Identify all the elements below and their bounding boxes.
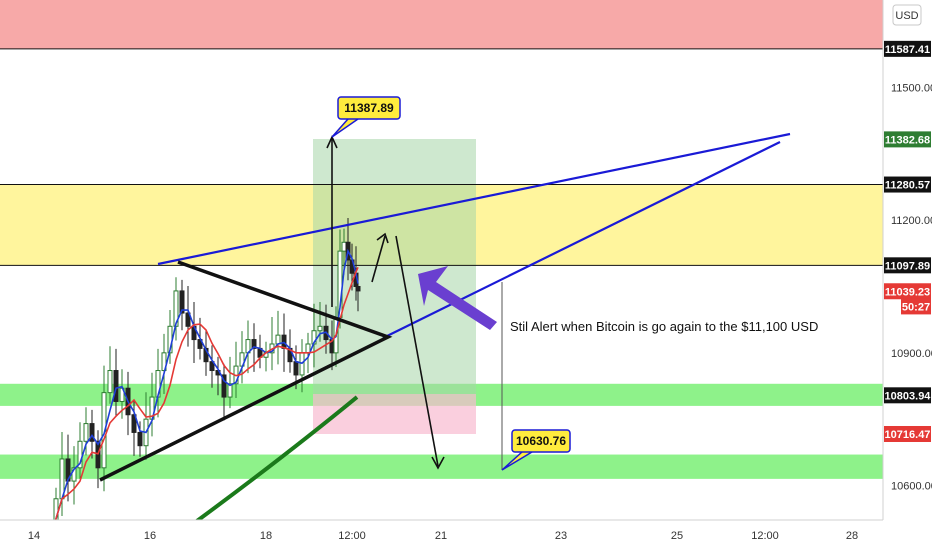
price-callout[interactable]: 10630.76 xyxy=(501,429,571,471)
candle-body[interactable] xyxy=(209,361,215,372)
price-tag[interactable]: 10803.94 xyxy=(884,387,932,404)
candle-body[interactable] xyxy=(101,392,107,469)
time-tick-label: 14 xyxy=(28,530,40,542)
price-tag-bg xyxy=(901,298,931,315)
callout-box xyxy=(337,96,401,120)
triangle-pattern[interactable] xyxy=(99,260,393,482)
price-callouts: 11387.89 10630.76 xyxy=(331,96,571,471)
candle-body[interactable] xyxy=(107,370,113,394)
pointer-arrow[interactable] xyxy=(418,266,497,330)
candle-body[interactable] xyxy=(137,431,143,447)
time-tick-label: 23 xyxy=(555,530,567,542)
alert-annotation: Stil Alert when Bitcoin is go again to t… xyxy=(510,319,818,334)
callout-pointer xyxy=(331,118,359,138)
ema-slow-line[interactable] xyxy=(49,266,359,539)
price-tag[interactable]: 11039.23 xyxy=(884,283,931,300)
price-tag-label: 10716.47 xyxy=(885,429,931,441)
price-tick-label: 10900.00 xyxy=(891,348,932,360)
candle-body[interactable] xyxy=(71,467,77,482)
candle-body[interactable] xyxy=(355,286,361,292)
price-tag-bg xyxy=(884,425,931,442)
time-tick-label: 25 xyxy=(671,530,683,542)
price-tick-label: 11200.00 xyxy=(891,215,932,227)
candle-body[interactable] xyxy=(293,361,299,376)
price-tag-label: 11097.89 xyxy=(885,260,930,272)
upper-trendline[interactable] xyxy=(157,132,791,266)
price-tick-label: 11500.00 xyxy=(891,83,932,95)
price-tag-bg xyxy=(884,387,931,404)
price-tags: 11587.41 11382.68 11280.57 11097.89 11039.23… xyxy=(884,40,932,442)
candle-body[interactable] xyxy=(83,423,89,442)
price-tag-bg xyxy=(884,257,931,274)
currency-badge-label: USD xyxy=(895,10,918,22)
price-tag-label: 11039.23 xyxy=(885,286,930,298)
candle-body[interactable] xyxy=(227,383,233,398)
time-tick-label: 21 xyxy=(435,530,447,542)
time-axis-ticks: 14 16 18 12:00 21 23 25 12:00 28 xyxy=(28,530,858,542)
price-tick-label: 10600.00 xyxy=(891,481,932,493)
time-tick-label: 12:00 xyxy=(338,530,366,542)
price-tag[interactable]: 11382.68 xyxy=(884,131,931,148)
risk-reward-boxes xyxy=(313,139,476,434)
price-tag-label: 10803.94 xyxy=(885,390,932,402)
time-tick-label: 18 xyxy=(260,530,272,542)
price-tag-label: 11280.57 xyxy=(885,180,930,192)
price-tag[interactable]: 11587.41 xyxy=(884,40,931,57)
zone-resistance-top[interactable] xyxy=(0,0,883,49)
time-axis[interactable] xyxy=(0,520,932,550)
down-arrow-line[interactable] xyxy=(395,235,439,467)
candle-body[interactable] xyxy=(185,312,191,327)
candle-body[interactable] xyxy=(89,423,95,442)
price-tag[interactable]: 11280.57 xyxy=(884,176,931,193)
price-tag-label: 11382.68 xyxy=(885,134,930,146)
lower-trendline[interactable] xyxy=(382,141,781,339)
up-arrow-head xyxy=(376,232,389,244)
candle-body[interactable] xyxy=(341,241,347,252)
callout-box xyxy=(511,429,571,453)
candle-body[interactable] xyxy=(131,414,137,433)
candle-body[interactable] xyxy=(275,334,281,345)
callout-pointer xyxy=(501,451,533,471)
currency-badge[interactable]: USD xyxy=(892,4,922,26)
ema-fast-line[interactable] xyxy=(49,248,359,539)
zone-support-lower[interactable] xyxy=(0,454,883,479)
up-arrow-line[interactable] xyxy=(371,235,386,283)
price-tag[interactable]: 50:27 xyxy=(901,298,931,315)
time-tick-label: 28 xyxy=(846,530,858,542)
stop-box[interactable] xyxy=(313,394,476,434)
candle-body[interactable] xyxy=(113,370,119,402)
candle-body[interactable] xyxy=(221,374,227,398)
candle-body[interactable] xyxy=(317,325,323,332)
price-callout[interactable]: 11387.89 xyxy=(331,96,401,138)
price-tag-bg xyxy=(884,131,931,148)
time-tick-label: 12:00 xyxy=(751,530,779,542)
down-arrow-head xyxy=(431,456,445,470)
callout-label: 10630.76 xyxy=(516,434,566,448)
price-tag-label: 50:27 xyxy=(902,301,930,313)
trend-drawings xyxy=(99,132,791,482)
time-tick-label: 16 xyxy=(144,530,156,542)
price-tag-label: 11587.41 xyxy=(885,44,930,56)
candle-body[interactable] xyxy=(305,343,311,354)
target-box[interactable] xyxy=(313,139,476,394)
price-tag-bg xyxy=(884,283,931,300)
price-tag-bg xyxy=(884,40,931,57)
candle-body[interactable] xyxy=(179,290,185,314)
horizontal-levels xyxy=(0,48,883,266)
price-axis-ticks: 11500.00 11200.00 10900.00 10600.00 xyxy=(891,83,932,493)
callout-label: 11387.89 xyxy=(344,101,394,115)
price-tag[interactable]: 10716.47 xyxy=(884,425,931,442)
candle-body[interactable] xyxy=(251,339,257,349)
price-tag-bg xyxy=(884,176,931,193)
price-tag[interactable]: 11097.89 xyxy=(884,257,931,274)
